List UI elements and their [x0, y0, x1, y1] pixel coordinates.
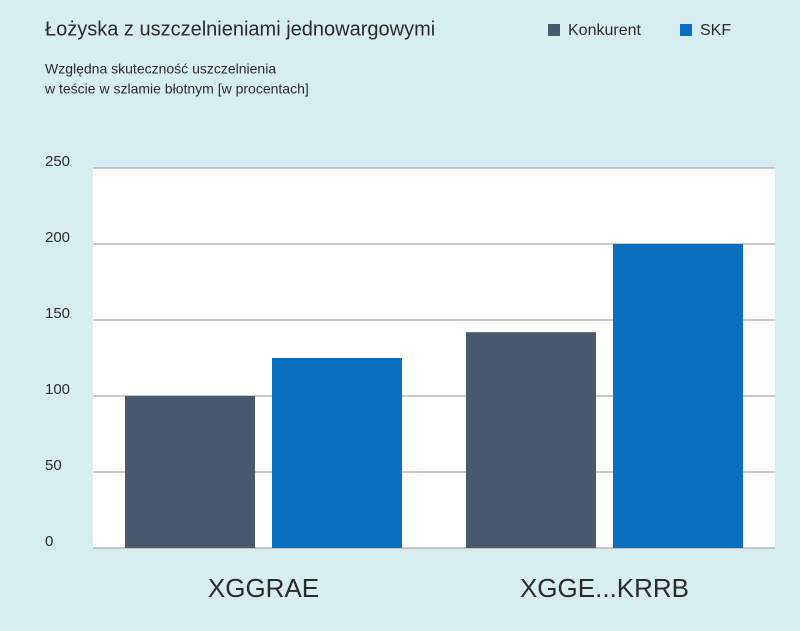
y-tick-label: 50 — [45, 457, 62, 474]
bar — [613, 244, 743, 548]
legend-label: Konkurent — [568, 22, 641, 39]
legend-swatch — [548, 24, 560, 36]
chart-subtitle: w teście w szlamie błotnym [w procentach… — [44, 81, 309, 97]
y-tick-label: 250 — [45, 153, 70, 170]
legend-swatch — [680, 24, 692, 36]
bar — [125, 396, 255, 548]
y-tick-label: 0 — [45, 533, 53, 550]
legend-label: SKF — [700, 22, 731, 39]
y-tick-label: 150 — [45, 305, 70, 322]
x-tick-label: XGGRAE — [208, 573, 319, 603]
y-tick-label: 200 — [45, 229, 70, 246]
bar — [466, 332, 596, 548]
y-tick-label: 100 — [45, 381, 70, 398]
x-tick-label: XGGE...KRRB — [520, 573, 689, 603]
chart-title: Łożyska z uszczelnieniami jednowargowymi — [45, 18, 435, 40]
chart-subtitle: Względna skuteczność uszczelnienia — [45, 61, 276, 77]
bar — [272, 358, 402, 548]
